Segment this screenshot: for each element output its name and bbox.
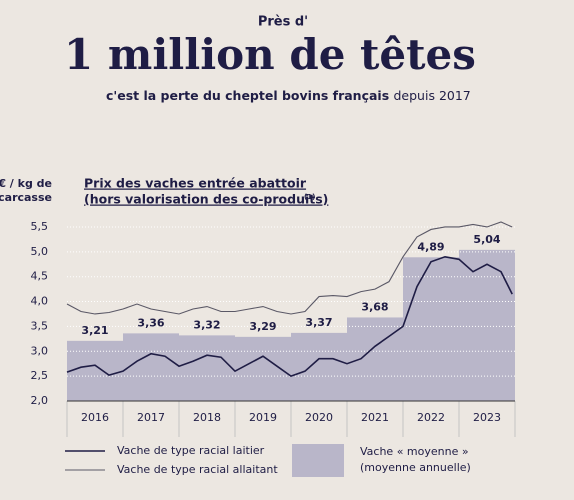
- line-series: [66, 255, 513, 378]
- x-tick-label: 2017: [137, 411, 165, 424]
- bar: [291, 332, 347, 401]
- legend-box: [292, 444, 344, 477]
- y-tick-label: 2,5: [31, 369, 49, 382]
- subtitle: c'est la perte du cheptel bovins françai…: [106, 88, 471, 103]
- x-tick-label: 2019: [249, 411, 277, 424]
- bar-value-label: 3,36: [137, 316, 164, 329]
- bar: [67, 340, 123, 401]
- bar: [347, 317, 403, 401]
- chart-title-note: (1): [304, 193, 315, 201]
- x-tick-label: 2016: [81, 411, 109, 424]
- y-tick-label: 5,0: [31, 245, 49, 258]
- chart-title-1: Prix des vaches entrée abattoir: [84, 176, 307, 191]
- line-series: [66, 221, 513, 315]
- bar: [179, 335, 235, 401]
- chart-title-2: (hors valorisation des co-produits): [84, 192, 328, 207]
- y-tick-label: 3,5: [31, 319, 49, 332]
- legend-label: Vache « moyenne »: [360, 445, 469, 458]
- bar-value-label: 3,32: [193, 318, 220, 331]
- main-title: 1 million de têtes: [64, 30, 476, 79]
- y-tick-label: 2,0: [31, 394, 49, 407]
- bar: [235, 336, 291, 401]
- legend-label: (moyenne annuelle): [360, 461, 471, 474]
- legend-label: Vache de type racial laitier: [117, 444, 265, 457]
- legend-label: Vache de type racial allaitant: [117, 463, 278, 476]
- bar-value-label: 4,89: [417, 240, 444, 253]
- pre-title: Près d': [258, 15, 308, 30]
- bar: [459, 249, 515, 401]
- x-tick-label: 2018: [193, 411, 221, 424]
- bar-value-label: 3,21: [81, 324, 108, 337]
- subtitle-light: depuis 2017: [394, 88, 471, 103]
- bar-value-label: 3,68: [361, 300, 388, 313]
- y-tick-label: 4,0: [31, 295, 49, 308]
- y-label-2: carcasse: [0, 191, 52, 204]
- x-tick-label: 2023: [473, 411, 501, 424]
- bar-value-label: 3,37: [305, 316, 332, 329]
- x-tick-label: 2022: [417, 411, 445, 424]
- y-tick-label: 5,5: [31, 220, 49, 233]
- bar-value-label: 3,29: [249, 320, 276, 333]
- x-tick-label: 2021: [361, 411, 389, 424]
- y-tick-label: 4,5: [31, 270, 49, 283]
- bar: [403, 257, 459, 401]
- x-tick-label: 2020: [305, 411, 333, 424]
- subtitle-bold: c'est la perte du cheptel bovins françai…: [106, 88, 389, 103]
- y-label-1: € / kg de: [0, 177, 52, 190]
- bar-value-label: 5,04: [473, 233, 500, 246]
- bar: [123, 333, 179, 401]
- y-tick-label: 3,0: [31, 344, 49, 357]
